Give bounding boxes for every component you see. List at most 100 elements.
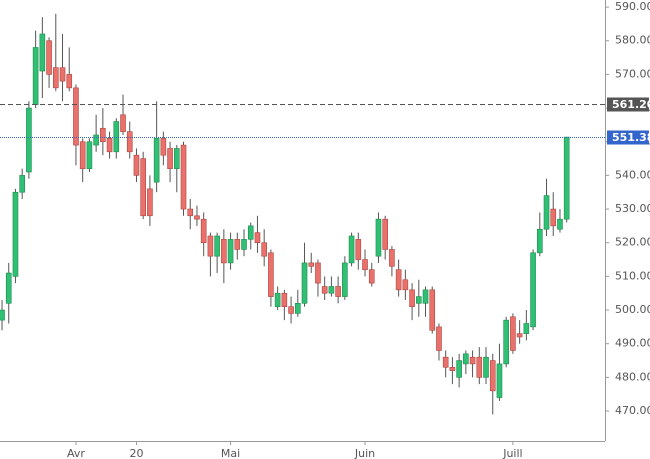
candle-body <box>409 289 415 307</box>
x-tick-label: Juill <box>502 447 522 459</box>
candle-body <box>180 144 187 210</box>
candle-body <box>449 366 456 371</box>
candle-body <box>52 67 59 89</box>
candle-body <box>362 259 368 270</box>
candle-body <box>355 239 362 260</box>
y-tick-label: 510.00 <box>615 269 650 282</box>
candle-body <box>422 289 429 304</box>
candle-body <box>261 242 267 257</box>
candle-body <box>46 40 52 75</box>
candle-body <box>26 107 32 173</box>
candle-body <box>389 249 395 267</box>
candle-body <box>221 239 227 264</box>
candle-body <box>342 262 348 297</box>
candle-body <box>415 296 422 304</box>
reference-label: 561.20 <box>612 98 650 111</box>
candle-body <box>153 138 160 183</box>
candle-body <box>79 141 86 169</box>
candle-body <box>214 235 220 257</box>
candle-body <box>503 319 509 365</box>
candle-body <box>281 292 288 307</box>
candle-body <box>382 218 388 250</box>
candle-body <box>173 148 180 169</box>
reference-label-box <box>607 130 649 145</box>
candle-body <box>126 131 133 153</box>
candle-body <box>550 208 557 227</box>
candle-body <box>227 239 234 264</box>
y-tick-label: 580.00 <box>615 34 650 47</box>
candle-body <box>510 316 516 351</box>
candle-body <box>543 195 550 230</box>
candle-body <box>66 74 73 89</box>
candle-body <box>348 235 355 264</box>
candle-body <box>187 208 194 217</box>
candle-body <box>113 121 120 153</box>
candle-body <box>12 191 19 277</box>
reference-label: 551.38 <box>612 131 650 144</box>
candle-body <box>429 289 436 331</box>
candle-body <box>254 232 261 244</box>
candle-body <box>234 239 241 250</box>
candle-body <box>516 333 523 338</box>
candle-body <box>563 136 570 220</box>
candle-body <box>39 33 46 72</box>
y-tick-label: 530.00 <box>615 202 650 215</box>
candle-body <box>207 235 214 257</box>
candle-body <box>86 141 93 169</box>
candle-body <box>536 228 543 254</box>
candle-body <box>19 175 25 193</box>
candle-body <box>476 356 483 378</box>
candle-body <box>73 87 79 146</box>
reference-label-box <box>607 97 649 112</box>
candle-body <box>147 188 153 217</box>
candle-body <box>463 353 469 365</box>
x-tick-label: Juin <box>354 447 375 459</box>
candle-body <box>456 360 462 378</box>
candle-body <box>489 360 496 392</box>
candle-body <box>368 269 375 284</box>
candle-body <box>469 356 476 365</box>
candle-body <box>301 262 308 304</box>
x-tick-label: 20 <box>129 447 143 459</box>
candle-body <box>268 252 274 297</box>
candle-body <box>247 225 254 240</box>
candle-body <box>308 262 315 267</box>
y-tick-label: 500.00 <box>615 303 650 316</box>
y-tick-label: 540.00 <box>615 168 650 181</box>
candle-body <box>315 262 321 284</box>
candle-body <box>375 218 382 257</box>
y-tick-label: 490.00 <box>615 337 650 350</box>
candle-body <box>294 303 301 314</box>
y-tick-label: 570.00 <box>615 67 650 80</box>
candle-body <box>140 158 146 217</box>
candle-body <box>557 218 563 230</box>
candle-body <box>530 252 536 328</box>
candle-body <box>288 306 294 314</box>
y-tick-label: 480.00 <box>615 370 650 383</box>
y-tick-label: 520.00 <box>615 236 650 249</box>
candle-body <box>32 47 39 105</box>
candle-body <box>120 114 126 132</box>
candle-body <box>496 363 503 398</box>
candle-body <box>59 67 66 82</box>
candle-body <box>442 356 449 368</box>
candle-body <box>100 127 106 143</box>
candle-body <box>160 138 167 156</box>
candle-body <box>328 286 335 294</box>
x-tick-label: Avr <box>67 447 85 459</box>
candle-body <box>106 138 113 153</box>
y-tick-label: 590.00 <box>615 0 650 13</box>
candle-body <box>395 269 402 291</box>
candle-body <box>5 272 12 304</box>
candle-body <box>200 218 207 244</box>
candle-body <box>0 309 5 321</box>
candle-body <box>194 215 200 220</box>
candle-body <box>133 154 140 176</box>
candle-body <box>402 279 409 291</box>
candle-body <box>241 239 247 250</box>
candle-body <box>167 148 173 169</box>
candle-body <box>93 134 99 146</box>
x-tick-label: Mai <box>221 447 240 459</box>
candle-body <box>274 292 281 307</box>
